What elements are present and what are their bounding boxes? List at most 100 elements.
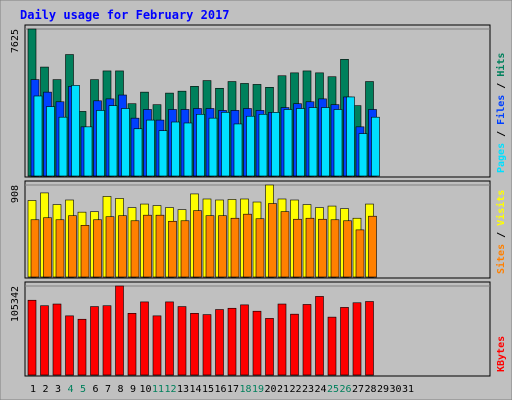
bar-sites-day-8 [118, 215, 127, 278]
bar-pages-day-2 [46, 106, 55, 177]
x-tick-label-day-28: 28 [364, 384, 376, 395]
x-tick-label-day-17: 17 [227, 384, 239, 395]
x-tick-label-day-19: 19 [252, 384, 264, 395]
x-tick-label-day-21: 21 [277, 384, 289, 395]
bar-kbytes-day-27 [352, 302, 362, 376]
x-tick-label-day-11: 11 [152, 384, 164, 395]
bar-sites-day-5 [80, 225, 90, 278]
x-tick-label-day-10: 10 [139, 384, 151, 395]
bar-pages-day-23 [308, 107, 318, 177]
x-tick-label-day-4: 4 [67, 384, 73, 395]
bar-pages-day-22 [296, 108, 305, 177]
bar-sites-day-14 [193, 210, 202, 278]
bar-pages-day-21 [283, 109, 293, 177]
bar-kbytes-day-26 [340, 307, 349, 376]
bar-kbytes-day-2 [40, 305, 49, 376]
bar-pages-day-12 [171, 121, 180, 177]
bar-kbytes-day-25 [327, 316, 337, 376]
bar-kbytes-day-22 [290, 313, 299, 376]
legend-pages: Pages [496, 143, 507, 173]
x-tick-label-day-5: 5 [80, 384, 86, 395]
bar-kbytes-day-28 [365, 301, 374, 376]
bar-kbytes-day-24 [315, 296, 324, 376]
bar-pages-day-13 [183, 122, 193, 177]
x-tick-label-day-31: 31 [402, 384, 414, 395]
bar-sites-day-15 [205, 215, 215, 278]
bar-kbytes-day-5 [77, 318, 87, 376]
bar-sites-day-4 [68, 215, 77, 278]
bar-kbytes-day-16 [215, 309, 224, 376]
bar-sites-day-26 [343, 220, 352, 278]
bar-sites-day-2 [43, 217, 52, 278]
bar-pages-day-24 [321, 107, 330, 177]
bar-sites-day-24 [318, 218, 327, 278]
bar-pages-day-11 [158, 130, 168, 177]
bar-kbytes-day-6 [90, 306, 99, 376]
bar-sites-day-11 [155, 214, 165, 278]
bar-kbytes-day-18 [240, 304, 249, 376]
bar-pages-day-15 [208, 117, 218, 177]
max-value-label: 7625 [10, 29, 21, 53]
x-tick-label-day-29: 29 [377, 384, 389, 395]
chart-panels: 7625 Pages / Files / Hits 908 Sites / Visit… [10, 24, 507, 377]
x-tick-label-day-16: 16 [214, 384, 226, 395]
x-tick-label-day-14: 14 [189, 384, 201, 395]
bar-kbytes-day-15 [202, 314, 212, 376]
bar-pages-day-17 [233, 123, 243, 177]
bar-sites-day-18 [243, 213, 252, 278]
legend-sites: Sites [495, 244, 507, 274]
bar-pages-day-6 [96, 110, 105, 177]
bar-kbytes-day-4 [65, 315, 74, 376]
x-tick-label-day-27: 27 [352, 384, 364, 395]
x-tick-label-day-24: 24 [314, 384, 326, 395]
bar-sites-day-27 [355, 229, 365, 278]
bar-sites-day-1 [30, 219, 40, 278]
x-tick-label-day-7: 7 [105, 384, 111, 395]
bar-sites-day-19 [255, 218, 265, 278]
x-tick-label-day-1: 1 [30, 384, 36, 395]
x-tick-label-day-20: 20 [264, 384, 276, 395]
bar-sites-day-21 [280, 211, 290, 278]
legend-files: Files [495, 95, 507, 125]
bar-kbytes-day-19 [252, 310, 262, 376]
legend-kbytes: KBytes [496, 336, 507, 372]
bar-kbytes-day-8 [115, 285, 124, 376]
bar-sites-day-3 [55, 219, 65, 278]
bar-pages-day-19 [258, 114, 268, 177]
bar-kbytes-day-9 [127, 313, 137, 376]
bar-pages-day-20 [271, 112, 280, 177]
max-value-label: 908 [10, 185, 21, 203]
bar-pages-day-9 [133, 128, 143, 177]
bar-sites-day-10 [143, 214, 152, 278]
bar-sites-day-28 [368, 215, 377, 278]
bar-kbytes-day-13 [177, 306, 187, 376]
bar-sites-day-23 [305, 217, 315, 278]
panel-visits-sites: 908 Sites / Visits [10, 180, 507, 279]
panel-kbytes: 105342 KBytes [10, 281, 507, 377]
bar-pages-day-26 [346, 96, 355, 177]
bar-kbytes-day-7 [102, 305, 112, 376]
bar-pages-day-14 [196, 114, 205, 177]
legend-separator: / [496, 226, 507, 244]
bar-sites-day-7 [105, 216, 115, 278]
bar-pages-day-5 [83, 126, 93, 177]
bar-sites-day-6 [93, 219, 102, 278]
bar-kbytes-day-12 [165, 301, 174, 376]
panel-legend: KBytes [496, 336, 507, 372]
panel-legend: Sites / Visits [495, 190, 507, 274]
x-tick-label-day-30: 30 [389, 384, 401, 395]
bar-sites-day-17 [230, 217, 240, 278]
x-tick-label-day-26: 26 [339, 384, 351, 395]
bar-pages-day-27 [358, 133, 368, 177]
legend-separator: / [496, 77, 507, 95]
x-tick-label-day-12: 12 [164, 384, 176, 395]
bar-sites-day-25 [330, 219, 340, 278]
bar-kbytes-day-23 [302, 304, 312, 376]
bar-sites-day-13 [180, 220, 190, 278]
x-tick-label-day-15: 15 [202, 384, 214, 395]
legend-hits: Hits [495, 53, 507, 77]
bar-pages-day-25 [333, 109, 343, 177]
bar-pages-day-10 [146, 119, 155, 177]
bar-kbytes-day-11 [152, 315, 162, 376]
x-tick-label-day-3: 3 [55, 384, 61, 395]
